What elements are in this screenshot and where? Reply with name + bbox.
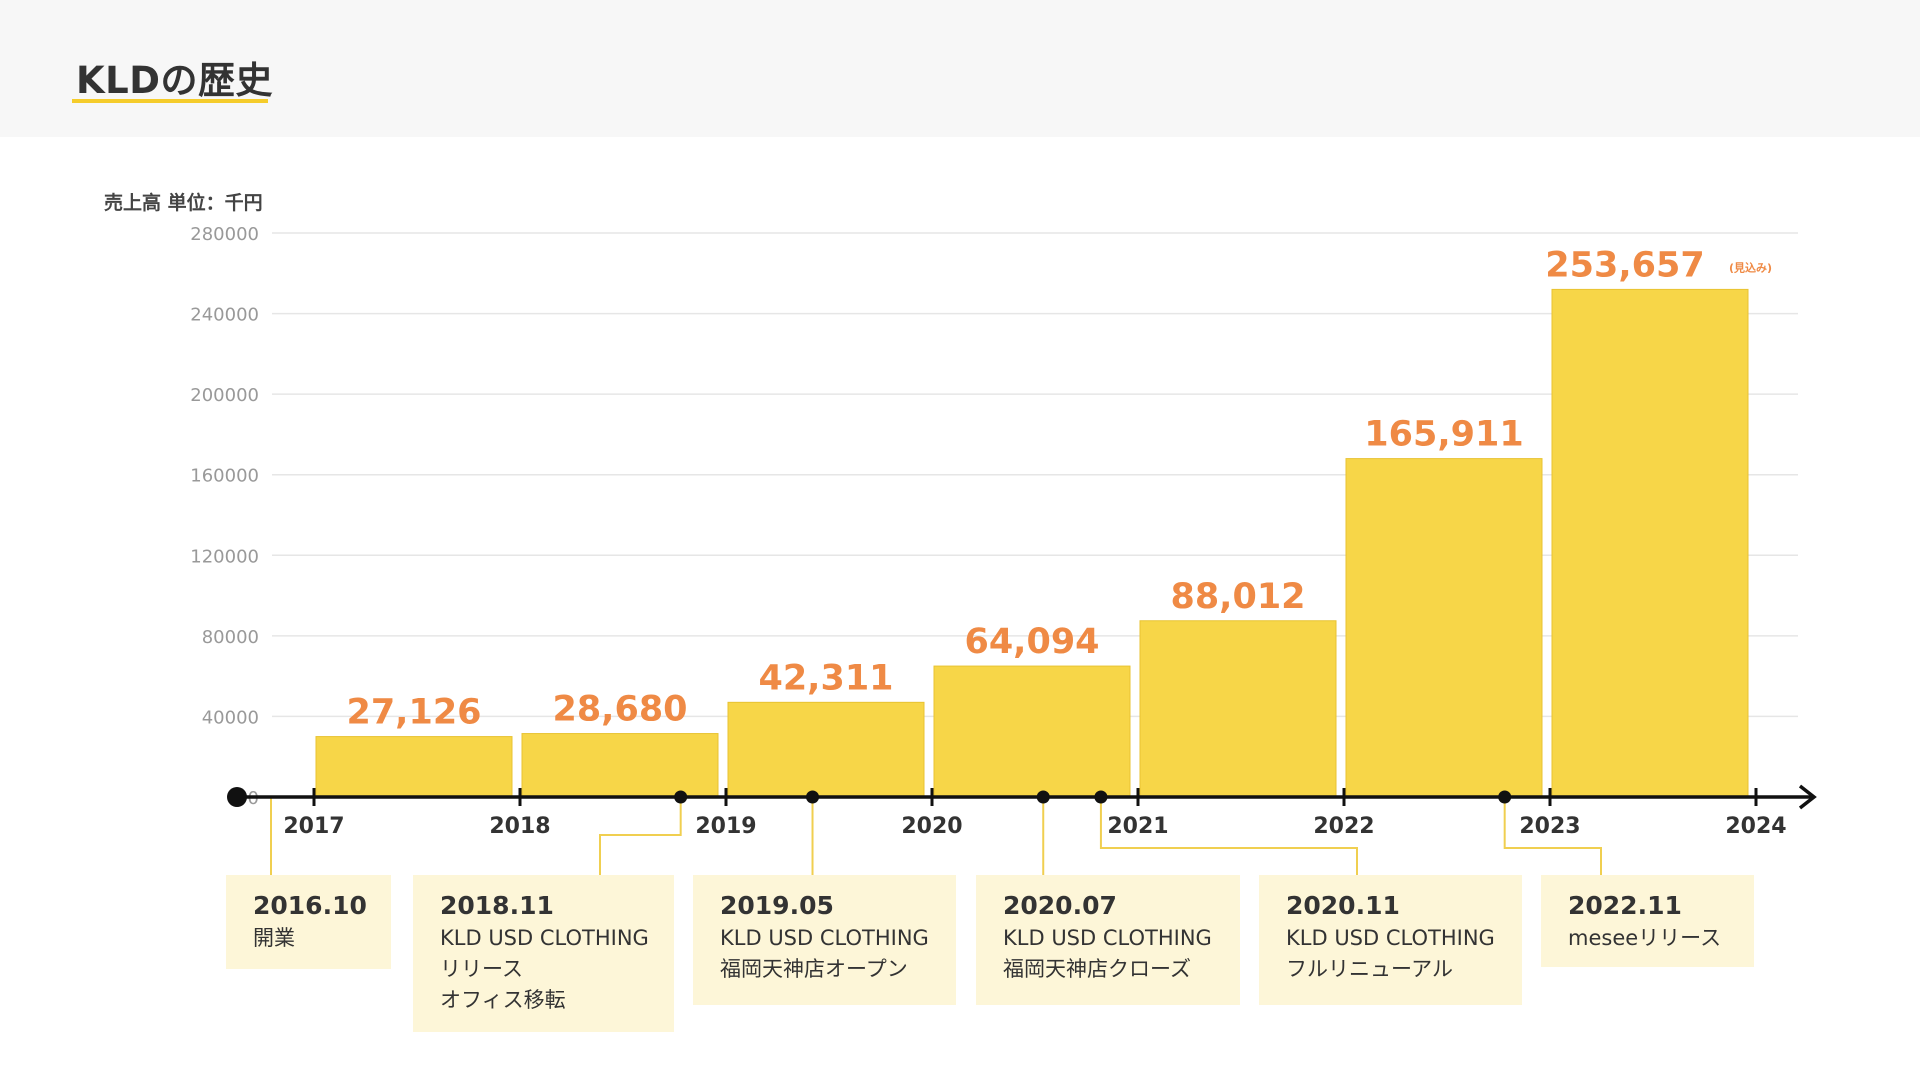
bar bbox=[1551, 288, 1749, 798]
event-connector bbox=[599, 797, 682, 875]
event-date: 2022.11 bbox=[1568, 891, 1682, 920]
y-tick-label: 240000 bbox=[190, 305, 259, 326]
x-tick-label: 2021 bbox=[1107, 814, 1168, 839]
event-connector bbox=[1099, 797, 1358, 875]
x-tick-label: 2018 bbox=[489, 814, 550, 839]
bar-value-note: (見込み) bbox=[1729, 260, 1772, 274]
event-description-line: KLD USD CLOTHING bbox=[440, 926, 649, 950]
title-underline bbox=[72, 99, 268, 103]
event-dot bbox=[1498, 790, 1512, 804]
bar bbox=[933, 665, 1131, 798]
event-dot bbox=[1094, 790, 1108, 804]
event-description-line: KLD USD CLOTHING bbox=[1286, 926, 1495, 950]
bar-value-label: 64,094 bbox=[964, 622, 1099, 662]
x-tick-labels: 2017 2018 2019 2020 2021 2022 2023 2024 bbox=[283, 814, 1786, 839]
y-tick-label: 80000 bbox=[202, 627, 259, 648]
x-tick-label: 2017 bbox=[283, 814, 344, 839]
page-title: KLDの歴史 bbox=[76, 59, 273, 102]
event-description-line: 福岡天神店オープン bbox=[720, 957, 908, 981]
event-dot bbox=[674, 790, 688, 804]
y-tick-label: 160000 bbox=[190, 466, 259, 487]
bar-value-label: 28,680 bbox=[552, 690, 687, 730]
event-box: 2022.11 meseeリリース bbox=[1541, 875, 1754, 967]
y-tick-label: 200000 bbox=[190, 385, 259, 406]
event-description-line: KLD USD CLOTHING bbox=[720, 926, 929, 950]
x-tick-label: 2024 bbox=[1725, 814, 1786, 839]
y-tick-label: 120000 bbox=[190, 546, 259, 567]
timeline-axis bbox=[227, 784, 1817, 810]
y-tick-label: 280000 bbox=[190, 224, 259, 245]
event-date: 2020.07 bbox=[1003, 891, 1117, 920]
event-description-line: フルリニューアル bbox=[1286, 957, 1453, 981]
event-box: 2018.11 KLD USD CLOTHING リリースオフィス移転 bbox=[413, 875, 674, 1032]
header-band: KLDの歴史 bbox=[0, 0, 1920, 137]
bar-value-label: 27,126 bbox=[346, 693, 481, 733]
bar bbox=[1345, 458, 1543, 798]
event-date: 2016.10 bbox=[253, 891, 367, 920]
event-connectors bbox=[270, 797, 1602, 875]
event-connector bbox=[1503, 797, 1602, 875]
event-dot bbox=[806, 790, 820, 804]
y-tick-label: 40000 bbox=[202, 707, 259, 728]
event-description-line: オフィス移転 bbox=[440, 988, 566, 1012]
y-axis-unit-label: 売上高 単位：千円 bbox=[104, 192, 263, 214]
event-dot bbox=[1036, 790, 1050, 804]
y-tick-labels: 280000 240000 200000 160000 120000 80000 40000… bbox=[190, 224, 259, 809]
x-tick-label: 2022 bbox=[1313, 814, 1374, 839]
event-description-line: 開業 bbox=[253, 926, 295, 950]
grid-lines bbox=[272, 232, 1798, 718]
event-date: 2019.05 bbox=[720, 891, 834, 920]
bar-value-label: 165,911 bbox=[1364, 415, 1523, 455]
x-tick-label: 2019 bbox=[695, 814, 756, 839]
axis-arrow-head bbox=[1798, 784, 1817, 810]
event-box: 2019.05 KLD USD CLOTHING 福岡天神店オープン bbox=[693, 875, 956, 1005]
bar-value-label: 42,311 bbox=[758, 658, 893, 698]
event-description-line: KLD USD CLOTHING bbox=[1003, 926, 1212, 950]
event-box: 2020.07 KLD USD CLOTHING 福岡天神店クローズ bbox=[976, 875, 1240, 1005]
event-date: 2020.11 bbox=[1286, 891, 1400, 920]
event-description-line: リリース bbox=[440, 957, 523, 981]
bar-value-label: 88,012 bbox=[1170, 577, 1305, 617]
bar-value-label: 253,657 bbox=[1545, 245, 1704, 285]
timeline-start-dot bbox=[227, 787, 247, 807]
bar-value-labels: 27,126 28,680 42,311 64,094 88,012 165,911 253… bbox=[346, 245, 1772, 732]
event-description-line: meseeリリース bbox=[1568, 926, 1722, 950]
event-box: 2016.10 開業 bbox=[226, 875, 391, 969]
bar bbox=[1139, 620, 1337, 798]
bar bbox=[521, 733, 719, 798]
bars bbox=[315, 288, 1749, 798]
event-description-line: 福岡天神店クローズ bbox=[1003, 957, 1191, 981]
x-tick-label: 2023 bbox=[1519, 814, 1580, 839]
bar bbox=[315, 736, 513, 798]
event-date: 2018.11 bbox=[440, 891, 554, 920]
x-tick-label: 2020 bbox=[901, 814, 962, 839]
event-box: 2020.11 KLD USD CLOTHING フルリニューアル bbox=[1259, 875, 1522, 1005]
bar bbox=[727, 701, 925, 798]
